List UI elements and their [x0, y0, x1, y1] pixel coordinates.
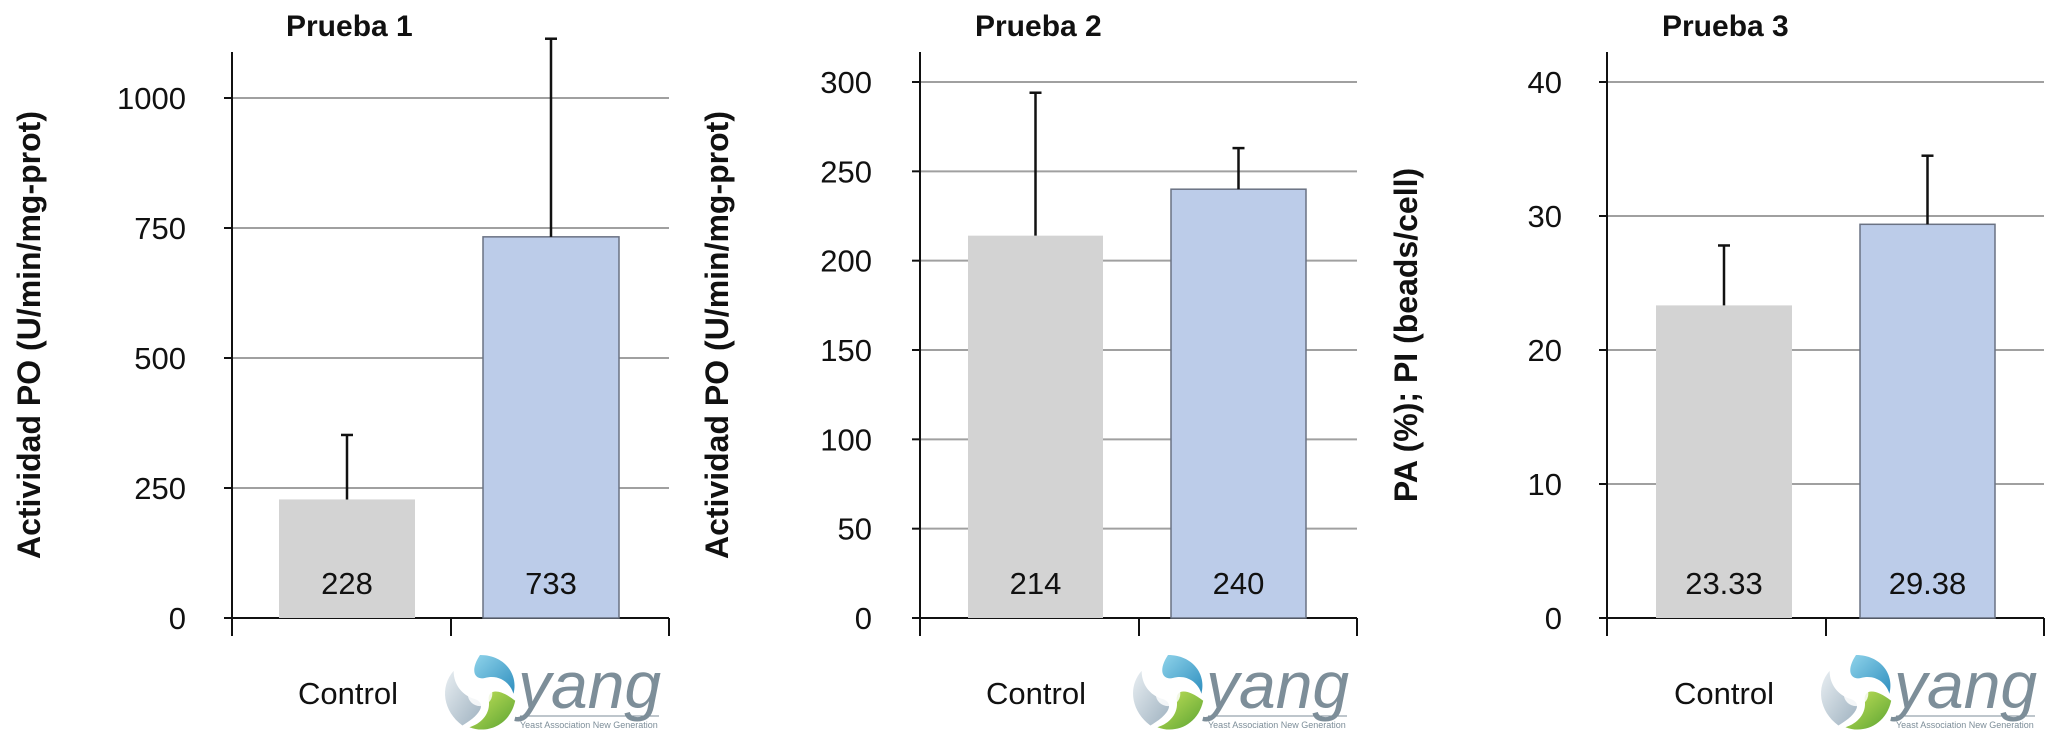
yang-swirl-icon	[1821, 655, 1892, 730]
y-tick-label: 200	[820, 244, 872, 279]
y-tick-label: 0	[855, 601, 872, 636]
logo-tagline: Yeast Association New Generation	[1896, 720, 2034, 730]
logo-wordmark: yang	[1202, 648, 1349, 722]
y-tick-label: 750	[134, 211, 186, 246]
y-axis-label: Actividad PO (U/min/mg-prot)	[11, 111, 47, 559]
data-label: 23.33	[1685, 566, 1763, 601]
y-tick-label: 250	[134, 471, 186, 506]
data-label: 240	[1213, 566, 1265, 601]
bar-control	[279, 499, 415, 618]
data-label: 228	[321, 566, 373, 601]
chart-panel-2: Prueba 2 Actividad PO (U/min/mg-prot) 0 50 1…	[699, 10, 1358, 730]
y-tick-label: 500	[134, 341, 186, 376]
y-tick-label: 50	[838, 512, 872, 547]
chart-title: Prueba 3	[1662, 10, 1789, 43]
chart-title: Prueba 2	[975, 10, 1102, 43]
yang-swirl-icon	[445, 655, 516, 730]
bar-control	[968, 235, 1103, 619]
y-tick-label: 250	[820, 154, 872, 189]
y-tick-label: 1000	[117, 81, 186, 116]
x-category-label: Control	[298, 676, 398, 711]
y-tick-label: 40	[1528, 65, 1562, 100]
yang-swirl-icon	[1133, 655, 1204, 730]
x-category-label: Control	[986, 676, 1086, 711]
x-category-label: Control	[1674, 676, 1774, 711]
y-tick-label: 20	[1528, 333, 1562, 368]
bar-yang	[1859, 223, 1996, 619]
y-tick-label: 0	[1545, 601, 1562, 636]
y-axis-label: PA (%); PI (beads/cell)	[1388, 168, 1424, 502]
chart-title: Prueba 1	[286, 10, 413, 43]
bar-yang	[482, 236, 620, 619]
chart-panel-1: Prueba 1 Actividad PO (U/min/mg-prot) 0 250…	[11, 10, 670, 730]
logo-wordmark: yang	[514, 648, 661, 722]
bar-yang	[1170, 188, 1307, 619]
y-tick-label: 150	[820, 333, 872, 368]
logo-wordmark: yang	[1890, 648, 2037, 722]
logo-tagline: Yeast Association New Generation	[1208, 720, 1346, 730]
data-label: 29.38	[1889, 566, 1967, 601]
logo-tagline: Yeast Association New Generation	[520, 720, 658, 730]
y-tick-label: 100	[820, 422, 872, 457]
y-tick-label: 0	[169, 601, 186, 636]
data-label: 733	[525, 566, 577, 601]
bar-control	[1656, 305, 1792, 618]
y-tick-label: 10	[1528, 467, 1562, 502]
y-axis-label: Actividad PO (U/min/mg-prot)	[699, 111, 735, 559]
y-tick-label: 30	[1528, 199, 1562, 234]
chart-panel-3: Prueba 3 PA (%); PI (beads/cell) 0 10 20 30 40…	[1388, 10, 2045, 730]
data-label: 214	[1010, 566, 1062, 601]
y-tick-label: 300	[820, 65, 872, 100]
